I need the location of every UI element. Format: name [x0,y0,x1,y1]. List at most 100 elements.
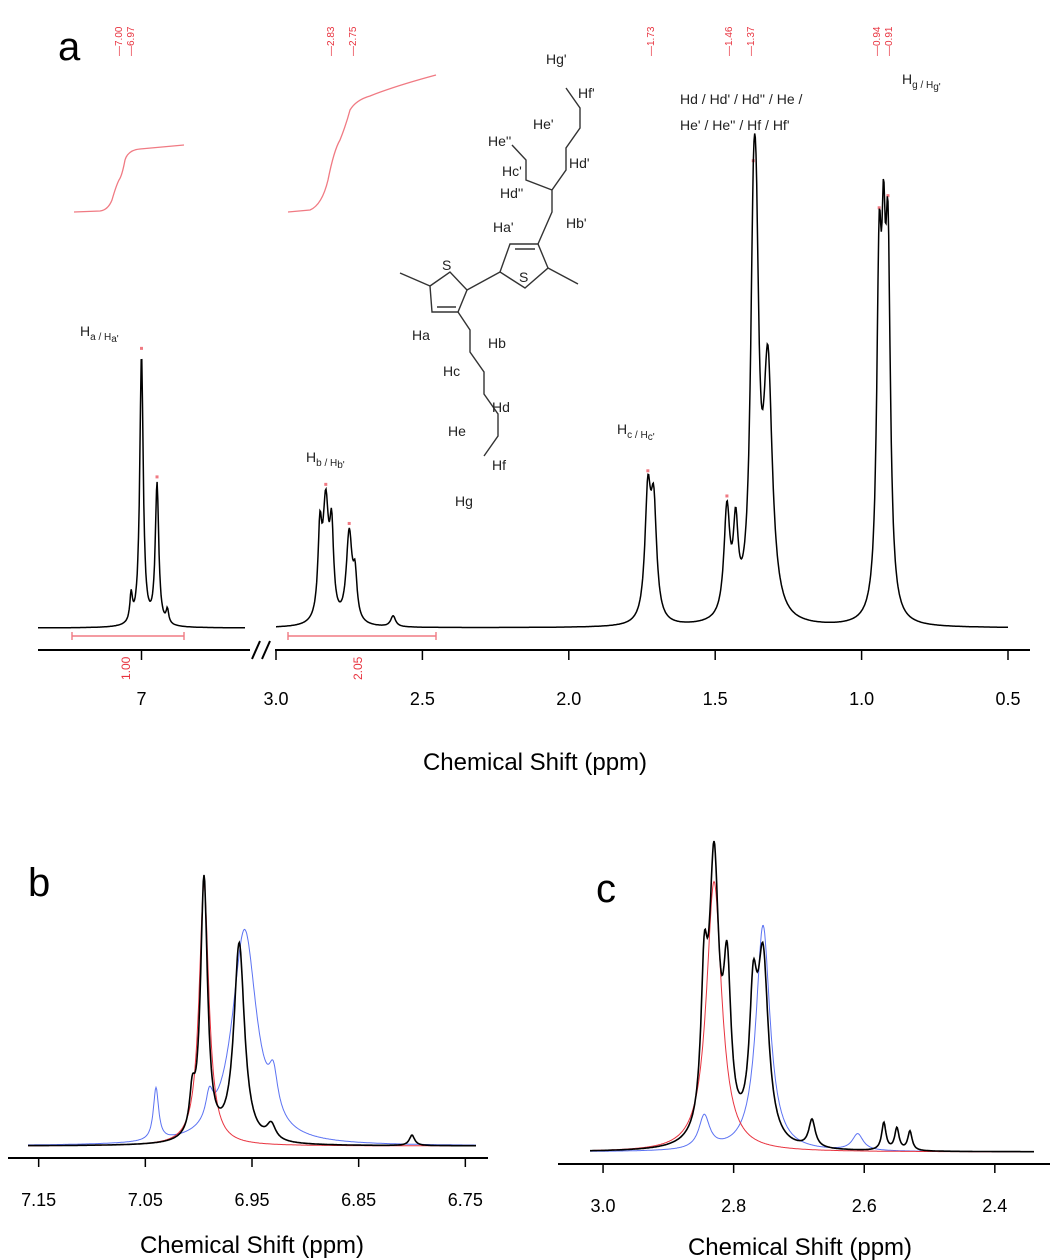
panel-label-b: b [28,861,50,905]
integral-bars: 1.00 2.05 [71,632,437,680]
assignment-label: Ha / Ha' [80,323,119,345]
integral-curve-alpha [287,74,437,213]
panel-label-a: a [58,25,81,69]
x-tick-label: 0.5 [995,689,1020,709]
side-chain-branched [537,87,581,245]
x-tick-label: 6.85 [341,1190,376,1210]
thiophene-ring-left [429,271,468,313]
assignment-label: Hb / Hb' [306,449,345,471]
peak-marker [347,521,351,525]
integral-curves [73,74,437,213]
assignment-label-methylene-line1: Hd / Hd' / Hd'' / He / [680,91,803,107]
peak-marker [324,482,328,486]
peak-annotation: —1.73 [646,26,657,56]
spectrum-trace-b [28,874,476,1147]
molecular-structure [399,87,581,457]
panel-a: a —7.00 —6.97 —2.83 —2.75 —1.73 —1.46 —1.37 —0.… [38,25,1030,776]
x-axis-title-c: Chemical Shift (ppm) [688,1234,912,1260]
structure-atom-label: Hb [488,335,506,351]
peak-annotation: —0.94 [872,26,883,56]
side-chain-hexyl [457,311,499,457]
ring-link [466,271,501,291]
axis-break-mark [251,640,271,660]
spectrum-a-series [38,133,1008,629]
peak-annotation: —2.75 [348,26,359,56]
thiophene-ring-right [499,243,549,289]
peak-annotation: —1.46 [724,26,735,56]
methyl-left [399,272,431,287]
spectrum-trace-c [590,880,1034,1153]
spectrum-c-series [590,840,1034,1153]
peak-annotation: —7.00 [114,26,125,56]
assignment-label: Hg / Hg' [902,71,941,93]
structure-atom-label: Hd'' [500,185,523,201]
peak-marker [155,475,159,479]
panel-c: c 3.0 2.8 2.6 2.4 Chemical Shift (ppm) [558,840,1050,1260]
x-tick-label: 6.75 [448,1190,483,1210]
x-axis-title-b: Chemical Shift (ppm) [140,1232,364,1259]
x-tick-label: 3.0 [263,689,288,709]
structure-atom-label: S [519,269,528,285]
x-ticks-b: 7.15 7.05 6.95 6.85 6.75 [21,1158,483,1210]
x-tick-label: 1.5 [703,689,728,709]
structure-labels: S S Ha Ha' Hb Hb' Hc Hc' Hd Hd' Hd'' He He' He'' Hf Hf'… [412,51,595,509]
spectrum-trace-c [590,840,1034,1153]
integral-curve-aromatic [73,144,185,213]
structure-atom-label: He [448,423,466,439]
x-ticks-c: 3.0 2.8 2.6 2.4 [591,1164,1007,1216]
structure-atom-label: He' [533,116,554,132]
structure-atom-label: Hg' [546,51,567,67]
spectrum-b-series [28,874,476,1147]
peak-marker [886,194,890,198]
x-tick-label: 2.8 [721,1196,746,1216]
peak-annotation: —6.97 [126,26,137,56]
structure-atom-label: Hg [455,493,473,509]
x-tick-label: 7.15 [21,1190,56,1210]
spectrum-trace-b [28,928,476,1146]
panel-label-c: c [596,867,616,911]
x-tick-label: 7 [136,689,146,709]
x-tick-label: 2.5 [410,689,435,709]
assignment-label-methylene-line2: He' / He'' / Hf / Hf' [680,117,790,133]
structure-atom-label: S [442,257,451,273]
peak-marker [646,469,650,473]
peak-marker [877,206,881,210]
assignment-label: Hc / Hc' [617,421,655,443]
structure-atom-label: He'' [488,133,511,149]
spectrum-trace-aromatic [38,358,245,629]
peak-annotation: —1.37 [746,26,757,56]
peak-marker [725,494,729,498]
x-tick-label: 2.6 [852,1196,877,1216]
peak-annotation: —0.91 [884,26,895,56]
x-tick-label: 2.0 [556,689,581,709]
structure-atom-label: Ha [412,327,430,343]
assignment-labels: Ha / Ha' Hb / Hb' Hc / Hc' Hg / Hg' [80,71,941,471]
integral-value: 1.00 [119,656,133,680]
x-axis-a [38,640,1030,660]
x-tick-label: 1.0 [849,689,874,709]
structure-atom-label: Hd [492,399,510,415]
methyl-right [547,267,579,285]
structure-atom-label: Hf [492,457,506,473]
side-chain-branch [511,144,553,191]
peak-annotations: —7.00 —6.97 —2.83 —2.75 —1.73 —1.46 —1.37 —0.94… [114,26,895,525]
structure-atom-label: Hc' [502,163,522,179]
panel-b: b 7.15 7.05 6.95 6.85 6.75 Chemical Shift (p… [8,861,488,1259]
structure-atom-label: Hc [443,363,460,379]
x-tick-label: 2.4 [982,1196,1007,1216]
x-axis-title-a: Chemical Shift (ppm) [423,749,647,776]
x-ticks-a: 7 3.0 2.5 2.0 1.5 1.0 0.5 [136,650,1021,709]
peak-marker [140,346,143,350]
structure-atom-label: Hb' [566,215,587,231]
x-tick-label: 6.95 [234,1190,269,1210]
structure-atom-label: Hd' [569,155,590,171]
x-tick-label: 7.05 [128,1190,163,1210]
spectrum-trace-aliphatic [276,133,1008,629]
spectrum-trace-b [28,883,476,1147]
x-tick-label: 3.0 [591,1196,616,1216]
spectrum-trace-c [590,924,1034,1153]
integral-value: 2.05 [351,656,365,680]
peak-annotation: —2.83 [326,26,337,56]
structure-atom-label: Ha' [493,219,514,235]
